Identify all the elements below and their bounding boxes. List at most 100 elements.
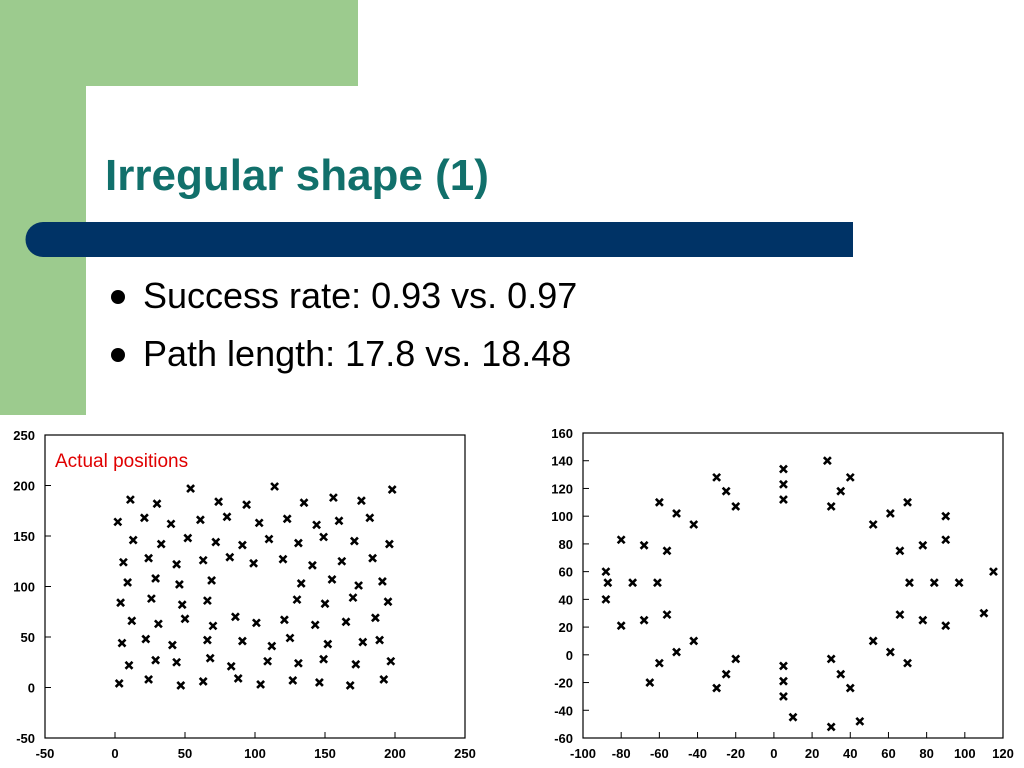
point [264, 534, 274, 544]
point [278, 554, 288, 564]
point [721, 486, 731, 496]
y-tick-label: -50 [16, 731, 35, 746]
point [836, 486, 846, 496]
point [358, 637, 368, 647]
y-tick-label: 0 [566, 648, 573, 663]
plot-frame [582, 432, 1004, 739]
y-tick-label: -60 [554, 731, 573, 746]
point [779, 479, 788, 489]
point [172, 657, 182, 667]
y-tick-label: 100 [551, 509, 573, 524]
point [222, 512, 232, 522]
point [293, 538, 303, 548]
point [267, 641, 277, 651]
point [177, 600, 187, 610]
point [146, 594, 156, 604]
point [310, 620, 320, 630]
point [351, 659, 361, 669]
point [117, 638, 127, 648]
point [307, 560, 317, 570]
point [183, 533, 193, 543]
point [282, 514, 292, 524]
point [370, 613, 380, 623]
point [195, 515, 205, 525]
point [237, 636, 247, 646]
point [153, 619, 163, 629]
point [207, 576, 217, 585]
x-tick-label: 20 [805, 746, 819, 761]
point [116, 598, 126, 608]
point [979, 608, 989, 618]
point [845, 683, 855, 693]
point [779, 661, 788, 671]
y-tick-label: 40 [559, 592, 573, 607]
point [712, 472, 722, 482]
point [387, 485, 397, 494]
point [292, 595, 302, 605]
point [254, 518, 264, 528]
point [354, 581, 364, 590]
point [337, 556, 347, 566]
point [345, 681, 355, 690]
point [125, 495, 135, 505]
point [176, 681, 186, 690]
y-tick-label: 250 [13, 428, 35, 443]
point [645, 678, 655, 687]
point [233, 673, 243, 683]
point [868, 636, 878, 646]
point [312, 520, 322, 530]
y-tick-label: 140 [551, 454, 573, 469]
point [214, 497, 224, 507]
bullet-text: Success rate: 0.93 vs. 0.97 [143, 275, 577, 316]
point [123, 578, 133, 587]
point [941, 621, 951, 631]
x-tick-label: 200 [384, 746, 406, 761]
point [225, 552, 235, 562]
point [368, 553, 378, 563]
point [903, 658, 912, 668]
x-tick-label: -20 [726, 746, 745, 761]
point [166, 519, 176, 529]
point [731, 654, 741, 664]
point [167, 640, 177, 650]
point [348, 593, 358, 603]
point [639, 540, 649, 550]
y-tick-label: 0 [28, 681, 35, 696]
x-tick-label: -40 [688, 746, 707, 761]
x-tick-label: 120 [992, 746, 1014, 761]
x-tick-label: 100 [244, 746, 266, 761]
point [905, 578, 914, 588]
point [788, 712, 798, 722]
point [941, 511, 951, 521]
x-tick-label: 60 [881, 746, 895, 761]
point [198, 555, 208, 565]
y-tick-label: 160 [551, 426, 573, 441]
point [124, 660, 134, 670]
point [285, 633, 295, 643]
point [139, 513, 149, 523]
y-tick-label: 80 [559, 537, 573, 552]
point [202, 635, 212, 645]
x-tick-label: 50 [178, 746, 192, 761]
point [242, 500, 252, 510]
point [601, 567, 611, 577]
point [822, 456, 832, 466]
point [256, 680, 266, 689]
point [314, 678, 324, 687]
point [375, 635, 385, 645]
point [712, 683, 722, 693]
point [151, 574, 161, 583]
point [296, 579, 306, 588]
point [989, 567, 998, 577]
point [929, 578, 939, 588]
point [198, 677, 208, 686]
point [616, 621, 626, 631]
point [895, 546, 905, 556]
point [779, 676, 788, 686]
point [202, 596, 212, 606]
point [113, 517, 123, 527]
x-tick-label: -50 [36, 746, 55, 761]
green-column [0, 0, 86, 415]
point [128, 535, 138, 545]
point [885, 647, 895, 657]
